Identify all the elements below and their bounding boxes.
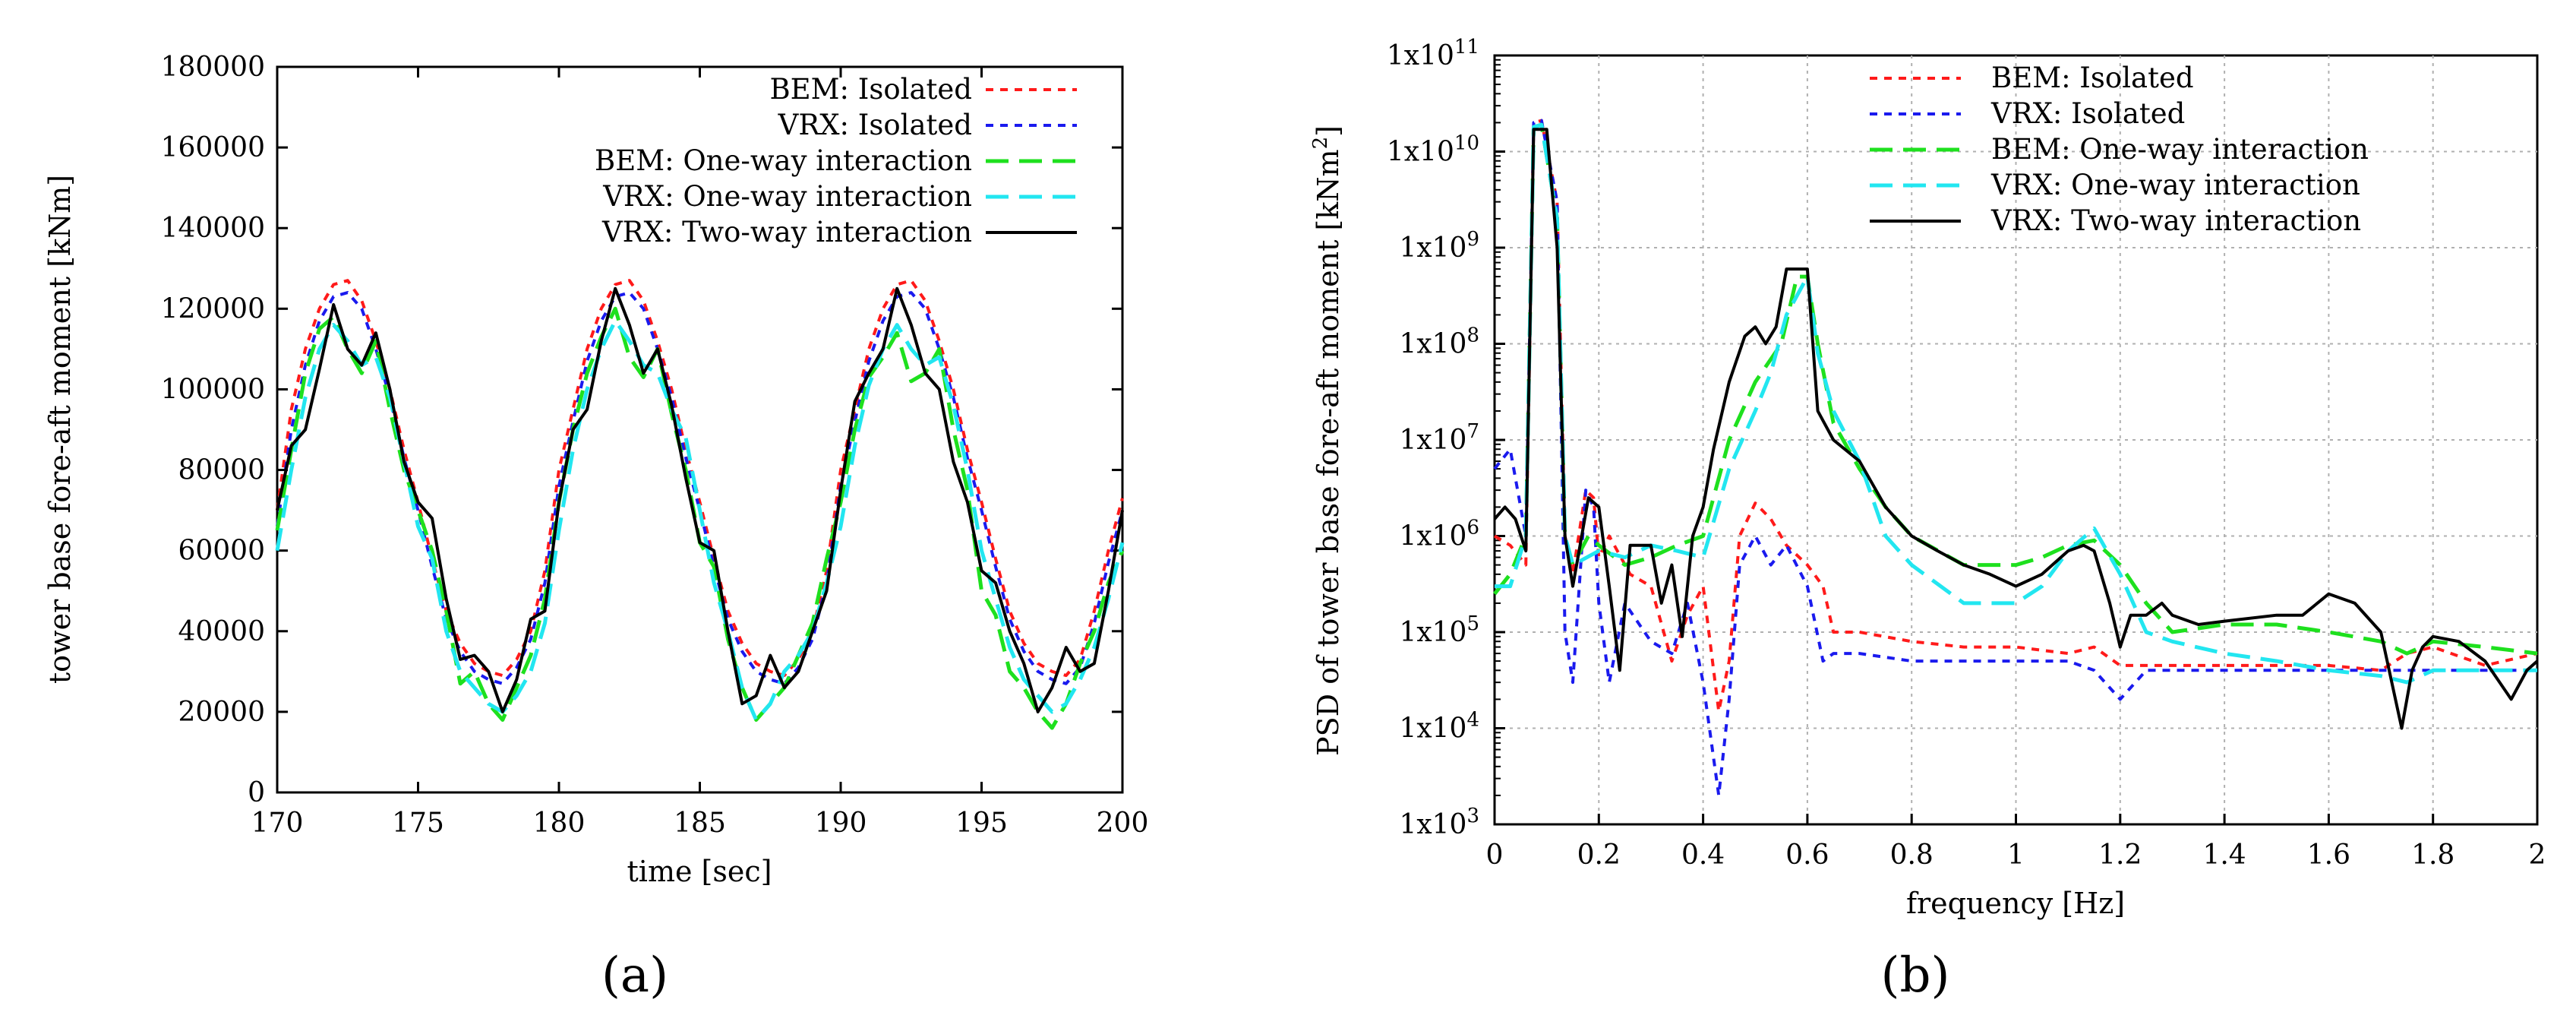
chart-a-ytick-label: 140000: [161, 213, 265, 244]
chart-b-legend-label: VRX: Two-way interaction: [1990, 204, 2361, 237]
chart-b-ytick-label: 1x109: [1399, 228, 1479, 264]
chart-a-xtick-label: 170: [251, 808, 304, 839]
chart-a-legend-label: BEM: One-way interaction: [595, 144, 972, 177]
chart-a-xtick-label: 200: [1097, 808, 1149, 839]
chart-a-ytick-label: 160000: [161, 132, 265, 163]
chart-b-ylabel-sup: 2: [1309, 137, 1332, 150]
chart-b-series-vrx-isolated: [1493, 119, 2537, 797]
chart-b-ytick-label: 1x1011: [1387, 36, 1479, 71]
chart-a-ytick-label: 120000: [161, 293, 265, 324]
chart-b-xtick-label: 1: [2007, 840, 2025, 871]
chart-a-ylabel: tower base fore-aft moment [kNm]: [43, 175, 77, 684]
chart-b-legend-label: BEM: Isolated: [1991, 62, 2194, 94]
chart-b-ylabel: PSD of tower base fore-aft moment [kNm2]: [1309, 125, 1345, 756]
chart-b-xtick-label: 0: [1486, 840, 1504, 871]
chart-a: 170 175 180 185 190 195 200 0 20000 40000 60000 800…: [43, 52, 1148, 1004]
chart-a-legend-label: VRX: One-way interaction: [602, 180, 972, 213]
chart-b-xtick-label: 1.4: [2202, 840, 2246, 871]
chart-a-series-vrx-oneway: [275, 318, 1125, 722]
chart-a-series-vrx-twoway: [276, 286, 1124, 713]
chart-a-xtick-label: 180: [533, 808, 586, 839]
chart-b-xtick-label: 1.8: [2411, 840, 2454, 871]
chart-a-series-vrx-isolated: [276, 291, 1124, 685]
chart-b-ytick-label: 1x106: [1399, 517, 1479, 552]
chart-a-legend-label: VRX: Isolated: [778, 109, 972, 141]
chart-a-ytick-label: 40000: [178, 616, 265, 647]
chart-b-grid: [1495, 55, 2537, 824]
chart-b-ytick-label: 1x108: [1399, 324, 1479, 360]
chart-b-ylabel-end: ]: [1312, 125, 1345, 137]
chart-a-ytick-label: 180000: [161, 52, 265, 83]
panel-label-b: (b): [1881, 947, 1950, 1004]
chart-b-series-bem-isolated: [1493, 119, 2538, 713]
chart-b-xtick-label: 0.2: [1577, 840, 1621, 871]
chart-b-xtick-label: 1.2: [2098, 840, 2142, 871]
chart-b-xtick-label: 0.8: [1890, 840, 1934, 871]
chart-a-ticks: 170 175 180 185 190 195 200 0 20000 40000 60000 800…: [161, 52, 1149, 839]
chart-b-xlabel: frequency [Hz]: [1906, 887, 2125, 920]
chart-b-series-vrx-twoway: [1493, 128, 2539, 730]
chart-b-ytick-label: 1x107: [1399, 420, 1479, 456]
chart-a-ytick-label: 20000: [178, 697, 265, 728]
chart-b: 0 0.2 0.4 0.6 0.8 1 1.2 1.4 1.6 1.8 2 1x103 1x104 1x1…: [1309, 36, 2546, 1004]
chart-a-ytick-label: 100000: [161, 374, 265, 405]
chart-a-xtick-label: 185: [674, 808, 726, 839]
chart-b-xtick-label: 1.6: [2307, 840, 2350, 871]
chart-b-xtick-label: 2: [2529, 840, 2546, 871]
chart-b-series: [1493, 119, 2539, 797]
panel-label-a: (a): [601, 947, 668, 1004]
chart-b-ytick-label: 1x104: [1399, 709, 1479, 745]
chart-b-legend-label: VRX: Isolated: [1990, 97, 2185, 130]
chart-a-legend-label: VRX: Two-way interaction: [601, 216, 972, 248]
chart-a-xtick-label: 190: [815, 808, 867, 839]
chart-b-legend-label: VRX: One-way interaction: [1990, 169, 2360, 201]
chart-b-xtick-label: 0.6: [1785, 840, 1829, 871]
chart-b-ytick-label: 1x1010: [1387, 132, 1479, 168]
chart-a-xlabel: time [sec]: [627, 855, 772, 888]
chart-b-ytick-label: 1x105: [1399, 612, 1479, 648]
chart-a-ytick-label: 0: [248, 777, 265, 808]
chart-a-ytick-label: 60000: [178, 536, 265, 567]
chart-b-xtick-label: 0.4: [1681, 840, 1725, 871]
chart-a-xtick-label: 195: [955, 808, 1008, 839]
chart-a-xtick-label: 175: [392, 808, 444, 839]
chart-b-ytick-label: 1x103: [1399, 805, 1479, 840]
chart-a-series: [275, 279, 1125, 730]
chart-b-legend-label: BEM: One-way interaction: [1991, 133, 2369, 166]
chart-a-ytick-label: 80000: [178, 455, 265, 486]
chart-a-legend-label: BEM: Isolated: [769, 73, 972, 106]
chart-b-ylabel-main: PSD of tower base fore-aft moment [kNm: [1312, 149, 1345, 756]
